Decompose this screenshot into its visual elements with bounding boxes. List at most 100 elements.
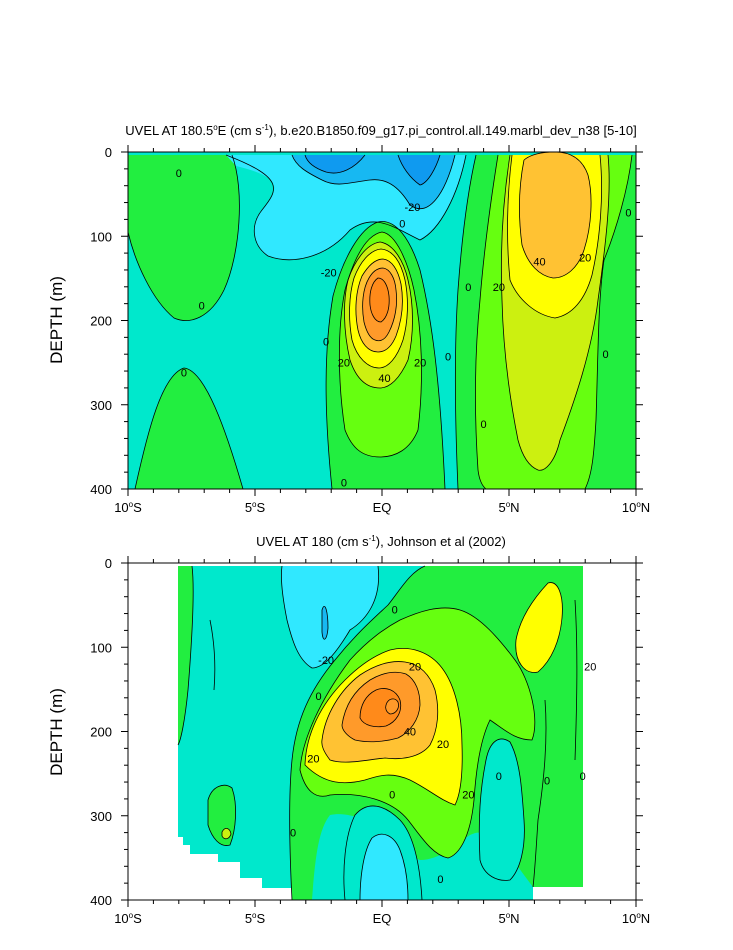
contour-label: -20 [318, 655, 334, 667]
contour-label: 20 [579, 252, 591, 264]
contour-label: 0 [392, 604, 398, 616]
contour-line-14 [207, 784, 236, 846]
contour-line-16 [584, 154, 633, 489]
contour-line-8 [515, 582, 563, 673]
contour-label: 0 [181, 368, 187, 380]
contour-label: 0 [496, 771, 502, 783]
x-tick-label: EQ [373, 911, 392, 926]
contour-line-9 [280, 565, 380, 669]
contour-label: 20 [437, 739, 449, 751]
fill-obs-core-70 [360, 688, 401, 727]
panel-obs: UVEL AT 180 (cm s-1), Johnson et al (200… [47, 534, 650, 926]
contour-line-15 [177, 565, 194, 746]
contour-line-3 [225, 154, 467, 261]
contour-label: -20 [405, 202, 421, 214]
fill-obs-surface-thin [322, 606, 328, 640]
x-tick-label: 5oS [245, 911, 266, 926]
contour-label: 40 [378, 373, 390, 385]
contour-line-10 [321, 605, 329, 640]
fill-west-lower-green [135, 368, 243, 489]
contour-label: 0 [580, 771, 586, 783]
contour-line-12 [362, 267, 397, 342]
y-tick-label: 200 [90, 725, 112, 740]
fill-obs-surface-cyan [281, 566, 379, 668]
contour-line-16 [221, 828, 232, 840]
contour-label: 0 [389, 790, 395, 802]
contour-line-6 [359, 688, 402, 728]
y-tick-label: 200 [90, 314, 112, 329]
contour-line-18 [532, 699, 547, 888]
contour-label: 0 [341, 477, 347, 489]
fill-obs-west-patch-2 [178, 566, 194, 745]
fill-obs-yellow-east [515, 582, 563, 673]
contour-label: 0 [481, 419, 487, 431]
fill-obs-core-peak [385, 698, 399, 714]
x-tick-label: 10oS [114, 500, 142, 515]
contour-label: 20 [409, 662, 421, 674]
contour-label: 0 [199, 300, 205, 312]
contour-line-7 [385, 698, 399, 715]
contour-label: 0 [437, 874, 443, 886]
contour-line-1 [289, 565, 426, 900]
x-tick-label: 10oN [622, 911, 650, 926]
y-tick-label: 100 [90, 640, 112, 655]
contour-label: 0 [290, 828, 296, 840]
contour-label: 40 [533, 257, 545, 269]
contour-label: 20 [307, 753, 319, 765]
fill-euc-70 [369, 278, 390, 322]
fill-surface-blue-2 [305, 155, 365, 174]
panel-obs-title: UVEL AT 180 (cm s-1), Johnson et al (200… [256, 534, 506, 549]
contour-label: 40 [404, 727, 416, 739]
contour-line-9 [344, 241, 413, 389]
contour-line-5 [341, 671, 421, 743]
contour-line-4 [291, 154, 456, 210]
x-tick-label: 5oS [245, 500, 266, 515]
contour-line-2 [299, 607, 536, 859]
contour-label: 0 [625, 208, 631, 220]
contour-label: 0 [399, 219, 405, 231]
contour-line-4 [321, 661, 439, 763]
contour-line-15 [475, 154, 499, 489]
contour-label: -20 [321, 267, 337, 279]
contour-line-6 [397, 154, 441, 186]
x-tick-label: 10oS [114, 911, 142, 926]
x-tick-label: 5oN [498, 500, 519, 515]
contour-label: 0 [544, 775, 550, 787]
fill-surface-blue-3 [398, 155, 440, 185]
contour-line-5 [304, 154, 366, 174]
contour-line-10 [349, 248, 408, 369]
contour-line-3 [304, 648, 463, 806]
panel-obs-ylabel: DEPTH (m) [47, 688, 66, 776]
contour-line-17 [501, 154, 610, 471]
y-tick-label: 300 [90, 398, 112, 413]
fill-west-upper-green [128, 155, 240, 321]
contour-line-19 [574, 599, 578, 761]
contour-line-13 [478, 738, 525, 881]
panel-model: UVEL AT 180.5oE (cm s-1), b.e20.B1850.f0… [47, 123, 650, 515]
contour-label: 0 [445, 352, 451, 364]
contour-label: 0 [323, 337, 329, 349]
contour-label: 20 [338, 358, 350, 370]
fill-obs-deep-east-cyan [479, 739, 525, 881]
contour-line-1 [128, 154, 240, 321]
contour-line-14 [454, 154, 477, 489]
y-tick-label: 0 [105, 556, 112, 571]
y-tick-label: 0 [105, 145, 112, 160]
panel-model-title: UVEL AT 180.5oE (cm s-1), b.e20.B1850.f0… [125, 123, 636, 138]
fill-obs-west-patch-3 [222, 828, 231, 839]
contour-label: 20 [493, 282, 505, 294]
y-tick-label: 100 [90, 229, 112, 244]
contour-label: 20 [584, 662, 596, 674]
contour-line-12 [359, 833, 409, 900]
contour-line-7 [325, 221, 446, 489]
contour-line-17 [209, 619, 216, 691]
contour-line-11 [343, 805, 423, 900]
y-tick-label: 300 [90, 809, 112, 824]
contour-line-8 [338, 231, 422, 458]
contour-label: 20 [414, 358, 426, 370]
contour-label: 20 [462, 790, 474, 802]
